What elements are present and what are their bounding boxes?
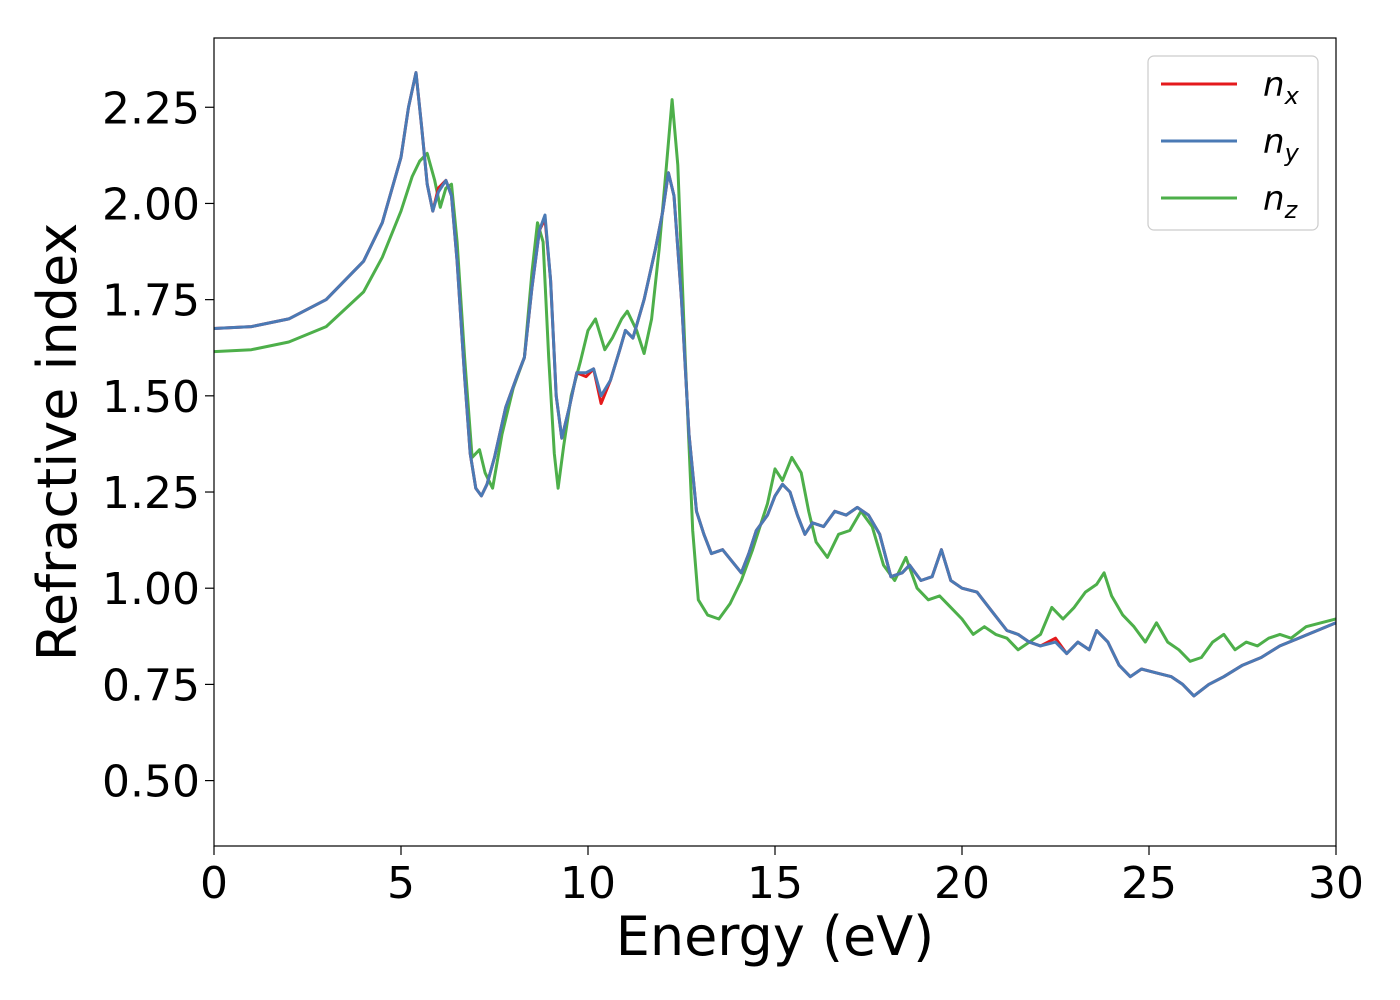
y-tick-label: 1.75 bbox=[102, 276, 200, 327]
y-axis-label: Refractive index bbox=[26, 223, 89, 662]
y-tick-label: 0.75 bbox=[102, 660, 200, 711]
series-line-ny bbox=[214, 71, 1336, 698]
legend-label-subscript: x bbox=[1284, 82, 1300, 110]
legend-label-subscript: z bbox=[1284, 196, 1299, 224]
legend-label-base: n bbox=[1263, 179, 1285, 219]
x-tick-label: 25 bbox=[1121, 858, 1177, 909]
x-tick-label: 10 bbox=[560, 858, 616, 909]
y-tick-label: 2.00 bbox=[102, 179, 200, 230]
legend-label-base: n bbox=[1263, 122, 1285, 162]
y-tick-label: 1.25 bbox=[102, 468, 200, 519]
x-tick-label: 0 bbox=[200, 858, 228, 909]
x-axis: 0 5 10 15 20 25 30 bbox=[200, 846, 1364, 909]
legend-label-subscript: y bbox=[1284, 139, 1300, 167]
y-axis: 0.50 0.75 1.00 1.25 1.50 1.75 2.00 2.25 bbox=[102, 83, 214, 808]
series-layer bbox=[214, 71, 1336, 698]
y-tick-label: 2.25 bbox=[102, 83, 200, 134]
y-tick-label: 1.50 bbox=[102, 372, 200, 423]
y-tick-label: 1.00 bbox=[102, 564, 200, 615]
legend-label-nz: nz bbox=[1263, 179, 1299, 224]
x-tick-label: 30 bbox=[1308, 858, 1364, 909]
x-tick-label: 20 bbox=[934, 858, 990, 909]
legend-label-nx: nx bbox=[1263, 65, 1300, 110]
legend-label-base: n bbox=[1263, 65, 1285, 105]
x-axis-label: Energy (eV) bbox=[616, 905, 935, 968]
legend-box bbox=[1147, 55, 1319, 231]
y-tick-label: 0.50 bbox=[102, 757, 200, 808]
x-tick-label: 5 bbox=[387, 858, 415, 909]
legend-label-ny: ny bbox=[1263, 122, 1300, 167]
x-tick-label: 15 bbox=[747, 858, 803, 909]
